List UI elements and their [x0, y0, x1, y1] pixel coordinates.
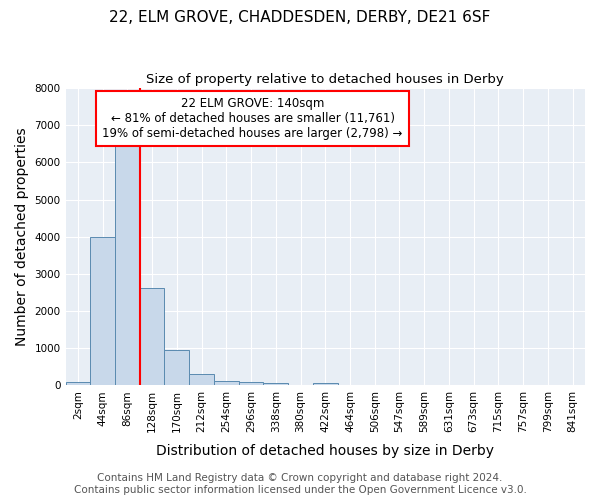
- Text: 22, ELM GROVE, CHADDESDEN, DERBY, DE21 6SF: 22, ELM GROVE, CHADDESDEN, DERBY, DE21 6…: [109, 10, 491, 25]
- Title: Size of property relative to detached houses in Derby: Size of property relative to detached ho…: [146, 72, 504, 86]
- Text: 22 ELM GROVE: 140sqm
← 81% of detached houses are smaller (11,761)
19% of semi-d: 22 ELM GROVE: 140sqm ← 81% of detached h…: [103, 97, 403, 140]
- Bar: [189, 374, 214, 386]
- Bar: [164, 350, 189, 386]
- Bar: [140, 288, 164, 386]
- Bar: [90, 236, 115, 386]
- Text: Contains HM Land Registry data © Crown copyright and database right 2024.
Contai: Contains HM Land Registry data © Crown c…: [74, 474, 526, 495]
- Bar: [214, 380, 239, 386]
- Bar: [313, 383, 338, 386]
- Bar: [65, 382, 90, 386]
- Y-axis label: Number of detached properties: Number of detached properties: [15, 128, 29, 346]
- Bar: [239, 382, 263, 386]
- Bar: [263, 383, 288, 386]
- X-axis label: Distribution of detached houses by size in Derby: Distribution of detached houses by size …: [156, 444, 494, 458]
- Bar: [115, 140, 140, 386]
